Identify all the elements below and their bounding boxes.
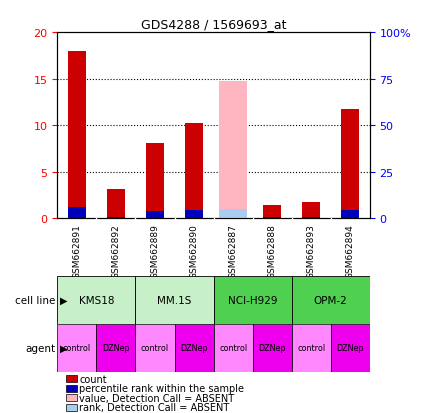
- Bar: [252, 324, 292, 372]
- Bar: [292, 277, 370, 324]
- Text: GSM662892: GSM662892: [111, 223, 120, 278]
- Bar: [136, 324, 175, 372]
- Bar: [146, 144, 164, 219]
- Text: DZNep: DZNep: [180, 344, 208, 352]
- Text: DZNep: DZNep: [258, 344, 286, 352]
- Text: control: control: [141, 344, 169, 352]
- Text: rank, Detection Call = ABSENT: rank, Detection Call = ABSENT: [79, 402, 230, 413]
- Text: control: control: [219, 344, 247, 352]
- Text: MM.1S: MM.1S: [157, 295, 192, 306]
- Bar: [219, 81, 247, 219]
- Bar: [303, 202, 320, 219]
- Bar: [57, 324, 96, 372]
- Bar: [185, 124, 203, 219]
- Title: GDS4288 / 1569693_at: GDS4288 / 1569693_at: [141, 17, 286, 31]
- Bar: [107, 217, 125, 219]
- Bar: [213, 277, 292, 324]
- Text: agent: agent: [25, 343, 55, 353]
- Bar: [68, 52, 86, 219]
- Text: GSM662893: GSM662893: [307, 223, 316, 278]
- Bar: [107, 189, 125, 219]
- Text: NCI-H929: NCI-H929: [228, 295, 278, 306]
- Bar: [292, 324, 331, 372]
- Text: ▶: ▶: [60, 295, 67, 306]
- Text: control: control: [297, 344, 325, 352]
- Bar: [185, 211, 203, 219]
- Bar: [303, 217, 320, 219]
- Text: DZNep: DZNep: [102, 344, 130, 352]
- Text: percentile rank within the sample: percentile rank within the sample: [79, 383, 244, 394]
- Bar: [57, 277, 136, 324]
- Text: GSM662891: GSM662891: [72, 223, 82, 278]
- Bar: [341, 109, 359, 219]
- Text: GSM662890: GSM662890: [190, 223, 198, 278]
- Text: value, Detection Call = ABSENT: value, Detection Call = ABSENT: [79, 393, 235, 403]
- Bar: [96, 324, 136, 372]
- Bar: [146, 211, 164, 219]
- Text: GSM662888: GSM662888: [268, 223, 277, 278]
- Text: ▶: ▶: [60, 343, 67, 353]
- Text: GSM662887: GSM662887: [229, 223, 238, 278]
- Text: KMS18: KMS18: [79, 295, 114, 306]
- Bar: [264, 206, 281, 219]
- Bar: [68, 207, 86, 219]
- Text: count: count: [79, 374, 107, 384]
- Bar: [136, 277, 213, 324]
- Text: DZNep: DZNep: [337, 344, 364, 352]
- Text: OPM-2: OPM-2: [314, 295, 348, 306]
- Bar: [213, 324, 252, 372]
- Text: cell line: cell line: [15, 295, 55, 306]
- Text: GSM662889: GSM662889: [150, 223, 159, 278]
- Bar: [341, 211, 359, 219]
- Bar: [264, 217, 281, 219]
- Text: GSM662894: GSM662894: [346, 223, 355, 278]
- Bar: [219, 209, 247, 219]
- Bar: [175, 324, 213, 372]
- Text: control: control: [63, 344, 91, 352]
- Bar: [331, 324, 370, 372]
